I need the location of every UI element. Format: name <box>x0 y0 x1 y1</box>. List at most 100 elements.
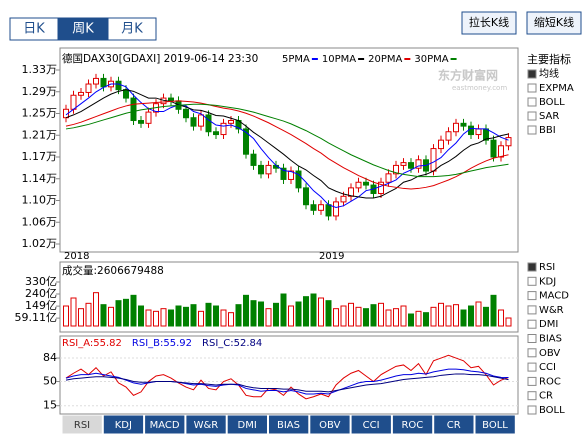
indicator-tab[interactable] <box>61 414 103 435</box>
indicator-tab[interactable] <box>391 414 434 435</box>
indicator-tab[interactable] <box>350 414 392 435</box>
indicator-tab[interactable] <box>144 414 186 435</box>
indicator-tab[interactable] <box>433 414 475 435</box>
candle-body <box>505 137 512 147</box>
indicator-tab-label[interactable]: ROC <box>401 420 423 431</box>
candle-body <box>130 97 137 122</box>
main-panel <box>59 47 519 253</box>
checkbox[interactable] <box>527 348 537 358</box>
y-tick-label: 1.17万 <box>22 150 58 163</box>
indicator-tab[interactable] <box>102 414 145 435</box>
indicator-option[interactable]: MACD <box>539 291 569 302</box>
volume-bar <box>228 312 234 327</box>
checkbox[interactable] <box>527 291 537 301</box>
indicator-option[interactable]: BIAS <box>539 334 562 345</box>
indicator-tab-label[interactable]: MACD <box>150 420 180 431</box>
period-tab[interactable] <box>9 17 59 41</box>
indicator-tab-label[interactable]: CR <box>447 420 461 431</box>
candle-body <box>145 111 152 124</box>
checkbox[interactable] <box>527 319 537 329</box>
indicator-tab-label[interactable]: W&R <box>194 420 219 431</box>
volume-bar <box>385 309 392 327</box>
candle-body <box>453 122 459 133</box>
volume-bar <box>183 306 189 327</box>
zoom-button[interactable] <box>461 11 517 35</box>
volume-bar <box>93 292 99 327</box>
checkbox[interactable] <box>527 362 537 372</box>
indicator-tab-label[interactable]: CCI <box>363 420 380 431</box>
line-series <box>65 103 509 178</box>
indicator-option[interactable]: BOLL <box>539 405 565 416</box>
indicator-tab-label[interactable]: BIAS <box>277 420 300 431</box>
period-tab[interactable] <box>58 17 108 41</box>
checkbox[interactable] <box>527 97 537 107</box>
zoom-button[interactable] <box>526 11 582 35</box>
indicator-tab-label[interactable]: DMI <box>238 420 257 431</box>
indicator-tab-label[interactable]: RSI <box>74 420 90 431</box>
indicator-option[interactable]: ROC <box>539 376 561 387</box>
indicator-tab-label[interactable]: OBV <box>319 420 340 431</box>
candle-body <box>438 139 444 150</box>
zoom-button-label[interactable]: 拉长K线 <box>469 15 509 29</box>
line-series <box>65 100 509 190</box>
candle-body <box>460 122 467 127</box>
indicator-option[interactable]: CCI <box>539 362 556 373</box>
indicator-tab-label[interactable]: KDJ <box>115 420 132 431</box>
checkbox[interactable] <box>527 305 537 315</box>
volume-bar <box>318 297 324 327</box>
volume-bar <box>190 304 197 327</box>
indicator-option[interactable]: RSI <box>539 262 555 273</box>
indicator-tab[interactable] <box>268 414 310 435</box>
checkbox[interactable] <box>527 276 537 286</box>
volume-bar <box>100 304 107 327</box>
period-tab-label[interactable]: 月K <box>121 22 143 37</box>
candle-body <box>123 89 129 99</box>
indicator-tab[interactable] <box>185 414 227 435</box>
zoom-button-label[interactable]: 缩短K线 <box>534 15 574 29</box>
indicator-option[interactable]: DMI <box>539 319 558 330</box>
indicator-option[interactable]: W&R <box>539 305 564 316</box>
indicator-tab[interactable] <box>309 414 351 435</box>
volume-bar <box>78 308 84 327</box>
checkbox[interactable] <box>527 69 537 79</box>
volume-bar <box>220 309 227 327</box>
indicator-option[interactable]: SAR <box>539 111 559 122</box>
indicator-option[interactable]: CR <box>539 391 553 402</box>
indicator-option[interactable]: 均线 <box>539 67 559 80</box>
checkbox[interactable] <box>527 405 537 415</box>
checkbox[interactable] <box>527 83 537 93</box>
indicator-option[interactable]: KDJ <box>539 276 556 287</box>
volume-bar <box>325 300 332 327</box>
checkbox[interactable] <box>527 334 537 343</box>
candle-body <box>183 108 189 119</box>
checkbox[interactable] <box>527 376 537 386</box>
period-tab-label[interactable]: 周K <box>72 22 94 37</box>
indicator-option[interactable]: OBV <box>539 348 560 359</box>
candle-body <box>115 80 122 91</box>
volume-bar <box>213 305 219 327</box>
candle-body <box>168 97 174 102</box>
indicator-tab[interactable] <box>226 414 268 435</box>
candle-body <box>220 122 227 136</box>
volume-bar <box>153 310 159 327</box>
indicator-tab-label[interactable]: BOLL <box>482 420 508 431</box>
checkbox[interactable] <box>527 125 537 135</box>
candle-body <box>318 204 324 211</box>
candle-body <box>468 125 474 136</box>
candle-body <box>363 181 369 186</box>
volume-bar <box>370 304 377 327</box>
checkbox[interactable] <box>527 391 537 401</box>
period-tab[interactable] <box>107 17 157 41</box>
candle-body <box>445 131 452 141</box>
volume-bar <box>138 305 144 327</box>
indicator-title: 主要指标 <box>527 52 571 66</box>
indicator-option[interactable]: BBI <box>539 125 556 136</box>
indicator-option[interactable]: BOLL <box>539 97 565 108</box>
indicator-option[interactable]: EXPMA <box>539 83 574 94</box>
chart-title: 德国DAX30[GDAXI] 2019-06-14 23:30 <box>62 52 258 65</box>
period-tab-label[interactable]: 日K <box>23 22 45 37</box>
indicator-tab[interactable] <box>474 414 516 435</box>
line-series <box>65 368 509 395</box>
checkbox[interactable] <box>527 262 537 272</box>
checkbox[interactable] <box>527 111 537 121</box>
